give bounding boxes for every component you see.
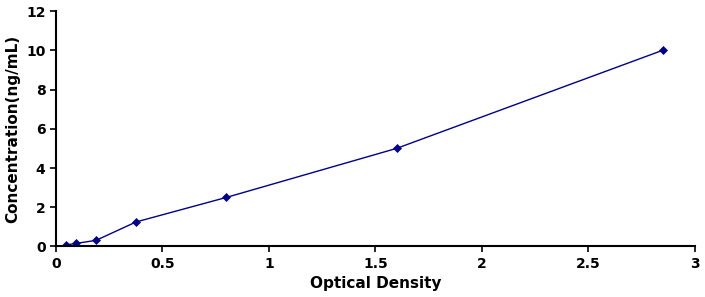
X-axis label: Optical Density: Optical Density — [309, 277, 441, 291]
Y-axis label: Concentration(ng/mL): Concentration(ng/mL) — [6, 35, 20, 223]
